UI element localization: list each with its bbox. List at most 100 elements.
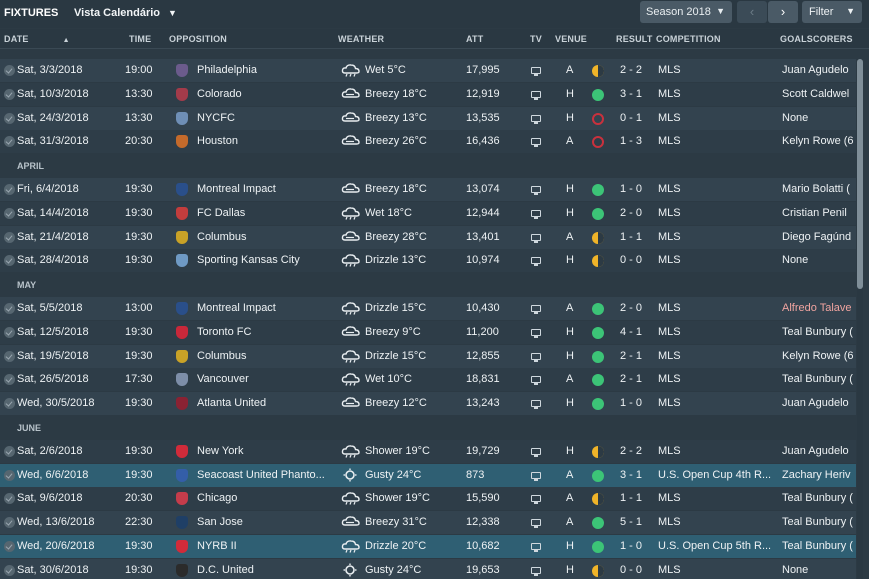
opposition-link[interactable]: San Jose [197, 516, 243, 528]
opposition-link[interactable]: NYRB II [197, 540, 237, 552]
fixture-score[interactable]: 2 - 0 [620, 302, 643, 314]
view-dropdown[interactable]: Vista Calendário ▼ [74, 7, 177, 19]
fixture-competition[interactable]: MLS [658, 254, 681, 266]
opposition-link[interactable]: Montreal Impact [197, 183, 276, 195]
fixture-goalscorers[interactable]: Alfredo Talave [782, 302, 852, 314]
fixture-score[interactable]: 1 - 0 [620, 183, 643, 195]
opposition-link[interactable]: Houston [197, 135, 238, 147]
scrollbar-thumb[interactable] [857, 59, 863, 289]
opposition-link[interactable]: NYCFC [197, 112, 235, 124]
fixture-row[interactable]: Sat, 31/3/2018 20:30 Houston Breezy 26°C 16,… [0, 130, 856, 153]
fixture-score[interactable]: 3 - 1 [620, 469, 643, 481]
column-time[interactable]: TIME [129, 34, 152, 44]
fixture-row[interactable]: Sat, 2/6/2018 19:30 New York Shower 19°C 19,… [0, 440, 856, 463]
prev-season-button[interactable]: ‹ [737, 1, 767, 23]
fixture-row[interactable]: Wed, 20/6/2018 19:30 NYRB II Drizzle 20°C 10… [0, 535, 856, 558]
fixture-goalscorers[interactable]: Mario Bolatti ( [782, 183, 850, 195]
opposition-link[interactable]: Sporting Kansas City [197, 254, 300, 266]
column-goalscorers[interactable]: GOALSCORERS [780, 34, 853, 44]
opposition-link[interactable]: Atlanta United [197, 397, 267, 409]
column-att[interactable]: ATT [466, 34, 484, 44]
fixture-row[interactable]: Fri, 6/4/2018 19:30 Montreal Impact Breezy … [0, 178, 856, 201]
fixture-goalscorers[interactable]: Teal Bunbury ( [782, 540, 853, 552]
fixture-goalscorers[interactable]: Cristian Penil [782, 207, 847, 219]
column-date[interactable]: DATE ▲ [4, 34, 70, 44]
fixture-competition[interactable]: MLS [658, 135, 681, 147]
fixture-score[interactable]: 2 - 1 [620, 373, 643, 385]
fixture-competition[interactable]: MLS [658, 302, 681, 314]
fixture-goalscorers[interactable]: Teal Bunbury ( [782, 326, 853, 338]
fixture-row[interactable]: Sat, 9/6/2018 20:30 Chicago Shower 19°C 15,5… [0, 487, 856, 510]
fixture-goalscorers[interactable]: Teal Bunbury ( [782, 492, 853, 504]
fixture-score[interactable]: 5 - 1 [620, 516, 643, 528]
fixture-row[interactable]: Sat, 12/5/2018 19:30 Toronto FC Breezy 9°C 1… [0, 321, 856, 344]
opposition-link[interactable]: Philadelphia [197, 64, 257, 76]
fixture-competition[interactable]: U.S. Open Cup 4th R... [658, 469, 772, 481]
fixture-competition[interactable]: MLS [658, 350, 681, 362]
fixture-goalscorers[interactable]: Zachary Heriv [782, 469, 851, 481]
opposition-link[interactable]: Columbus [197, 350, 247, 362]
fixture-score[interactable]: 4 - 1 [620, 326, 643, 338]
fixture-score[interactable]: 1 - 0 [620, 540, 643, 552]
fixture-competition[interactable]: MLS [658, 492, 681, 504]
fixture-goalscorers[interactable]: Kelyn Rowe (6 [782, 135, 854, 147]
fixture-row[interactable]: Sat, 5/5/2018 13:00 Montreal Impact Drizzle… [0, 297, 856, 320]
fixture-goalscorers[interactable]: None [782, 564, 809, 576]
fixture-goalscorers[interactable]: Kelyn Rowe (6 [782, 350, 854, 362]
column-venue[interactable]: VENUE [555, 34, 588, 44]
opposition-link[interactable]: D.C. United [197, 564, 254, 576]
fixture-score[interactable]: 1 - 1 [620, 492, 643, 504]
fixture-competition[interactable]: MLS [658, 112, 681, 124]
fixture-row[interactable]: Sat, 28/4/2018 19:30 Sporting Kansas City D… [0, 249, 856, 272]
fixture-competition[interactable]: MLS [658, 445, 681, 457]
opposition-link[interactable]: Vancouver [197, 373, 249, 385]
opposition-link[interactable]: Colorado [197, 88, 242, 100]
column-competition[interactable]: COMPETITION [656, 34, 721, 44]
fixture-row[interactable]: Sat, 3/3/2018 19:00 Philadelphia Wet 5°C 17,… [0, 59, 856, 82]
fixture-goalscorers[interactable]: Juan Agudelo [782, 64, 849, 76]
column-tv[interactable]: TV [530, 34, 542, 44]
fixture-row[interactable]: Sat, 21/4/2018 19:30 Columbus Breezy 28°C 13… [0, 226, 856, 249]
fixture-competition[interactable]: MLS [658, 231, 681, 243]
fixture-score[interactable]: 1 - 0 [620, 397, 643, 409]
fixture-score[interactable]: 0 - 0 [620, 564, 643, 576]
fixture-score[interactable]: 1 - 3 [620, 135, 643, 147]
fixture-row[interactable]: Sat, 14/4/2018 19:30 FC Dallas Wet 18°C 12,9… [0, 202, 856, 225]
vertical-scrollbar[interactable] [857, 59, 863, 579]
fixture-goalscorers[interactable]: Diego Fagúnd [782, 231, 852, 243]
fixture-score[interactable]: 2 - 0 [620, 207, 643, 219]
fixture-score[interactable]: 2 - 1 [620, 350, 643, 362]
opposition-link[interactable]: Toronto FC [197, 326, 252, 338]
fixture-competition[interactable]: MLS [658, 64, 681, 76]
fixture-competition[interactable]: MLS [658, 564, 681, 576]
fixture-score[interactable]: 3 - 1 [620, 88, 643, 100]
fixture-score[interactable]: 0 - 1 [620, 112, 643, 124]
next-season-button[interactable]: › [768, 1, 798, 23]
filter-dropdown[interactable]: Filter ▼ [802, 1, 862, 23]
fixture-goalscorers[interactable]: Teal Bunbury ( [782, 373, 853, 385]
fixture-score[interactable]: 2 - 2 [620, 445, 643, 457]
fixture-goalscorers[interactable]: Juan Agudelo [782, 397, 849, 409]
opposition-link[interactable]: FC Dallas [197, 207, 246, 219]
opposition-link[interactable]: Chicago [197, 492, 238, 504]
fixture-row[interactable]: Sat, 26/5/2018 17:30 Vancouver Wet 10°C 18,8… [0, 368, 856, 391]
fixture-row[interactable]: Sat, 30/6/2018 19:30 D.C. United Gusty 24°C… [0, 559, 856, 579]
fixture-row[interactable]: Sat, 24/3/2018 13:30 NYCFC Breezy 13°C 13,53… [0, 107, 856, 130]
column-result[interactable]: RESULT [616, 34, 653, 44]
fixture-competition[interactable]: MLS [658, 326, 681, 338]
fixture-competition[interactable]: MLS [658, 183, 681, 195]
fixture-score[interactable]: 1 - 1 [620, 231, 643, 243]
fixture-score[interactable]: 2 - 2 [620, 64, 643, 76]
column-opposition[interactable]: OPPOSITION [169, 34, 228, 44]
fixture-goalscorers[interactable]: Teal Bunbury ( [782, 516, 853, 528]
opposition-link[interactable]: Columbus [197, 231, 247, 243]
fixture-competition[interactable]: MLS [658, 516, 681, 528]
fixture-row[interactable]: Sat, 10/3/2018 13:30 Colorado Breezy 18°C 12… [0, 83, 856, 106]
fixture-competition[interactable]: MLS [658, 88, 681, 100]
fixture-competition[interactable]: MLS [658, 373, 681, 385]
fixture-row[interactable]: Wed, 13/6/2018 22:30 San Jose Breezy 31°C 12… [0, 511, 856, 534]
fixture-row[interactable]: Wed, 6/6/2018 19:30 Seacoast United Phanto… [0, 464, 856, 487]
fixture-goalscorers[interactable]: None [782, 254, 809, 266]
season-dropdown[interactable]: Season 2018 ▼ [640, 1, 732, 23]
fixture-competition[interactable]: MLS [658, 397, 681, 409]
